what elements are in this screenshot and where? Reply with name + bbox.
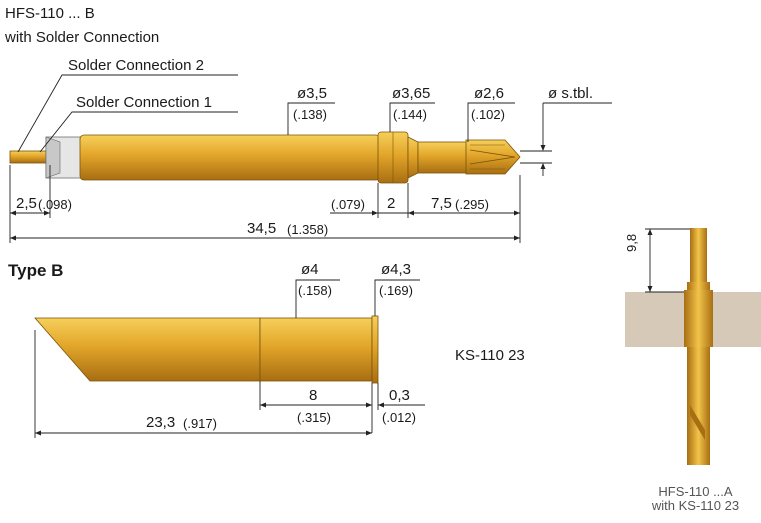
photo-dimension-label: 9,8 [624, 233, 639, 252]
receptacle-total-inch: (.917) [183, 416, 217, 431]
solder-connection-1-label: Solder Connection 1 [76, 94, 212, 111]
diameter-3-inch: (.102) [471, 107, 505, 122]
diameter-2-inch: (.144) [393, 107, 427, 122]
length-right-label: 7,5 [431, 195, 452, 212]
diameter-1-label: ø3,5 [297, 85, 328, 102]
barrel [79, 134, 381, 181]
diameter-4-label: ø s.tbl. [548, 85, 594, 102]
assembly-photo [625, 228, 761, 465]
diameter-1-inch: (.138) [293, 107, 327, 122]
receptacle-diameter-2-inch: (.169) [379, 283, 413, 298]
total-length-label: 34,5 [247, 220, 277, 237]
probe-hfs-110-b [9, 131, 521, 184]
diameter-2-label: ø3,65 [392, 85, 431, 102]
receptacle-diameter-2-label: ø4,3 [381, 261, 412, 278]
diameter-3-label: ø2,6 [474, 85, 505, 102]
receptacle-part-number: KS-110 23 [455, 347, 525, 364]
receptacle-flange [371, 315, 379, 384]
receptacle-length-a-label: 8 [309, 387, 318, 404]
solder-connection-2-label: Solder Connection 2 [68, 57, 204, 74]
length-left-inch: (.098) [38, 197, 72, 212]
dimension-arrows [10, 145, 546, 241]
receptacle-total-label: 23,3 [146, 414, 176, 431]
plunger-tip [465, 139, 521, 175]
photo-caption: HFS-110 ...A with KS-110 23 [630, 485, 761, 512]
receptacle-length-b-inch: (.012) [382, 410, 416, 425]
title-line-2: with Solder Connection [5, 29, 160, 46]
length-mid-label: 2 [387, 195, 396, 212]
photo-caption-line-2: with KS-110 23 [651, 497, 740, 513]
receptacle-in-board [684, 290, 713, 347]
photo-caption-line-1: HFS-110 ...A [658, 484, 733, 499]
type-b-heading: Type B [8, 261, 64, 280]
receptacle-diameter-1-inch: (.158) [298, 283, 332, 298]
receptacle-ks-110-23 [34, 315, 379, 384]
probe-shaft [690, 228, 707, 292]
plunger [417, 141, 469, 174]
receptacle-length-a-inch: (.315) [297, 410, 331, 425]
length-mid-inch: (.079) [331, 197, 365, 212]
length-right-inch: (.295) [455, 197, 489, 212]
receptacle-diameter-1-label: ø4 [301, 261, 319, 278]
solder-wire [9, 150, 51, 164]
receptacle-length-b-label: 0,3 [389, 387, 410, 404]
title-line-1: HFS-110 ... B [5, 5, 95, 22]
total-length-inch: (1.358) [287, 222, 329, 237]
length-left-label: 2,5 [16, 195, 37, 212]
